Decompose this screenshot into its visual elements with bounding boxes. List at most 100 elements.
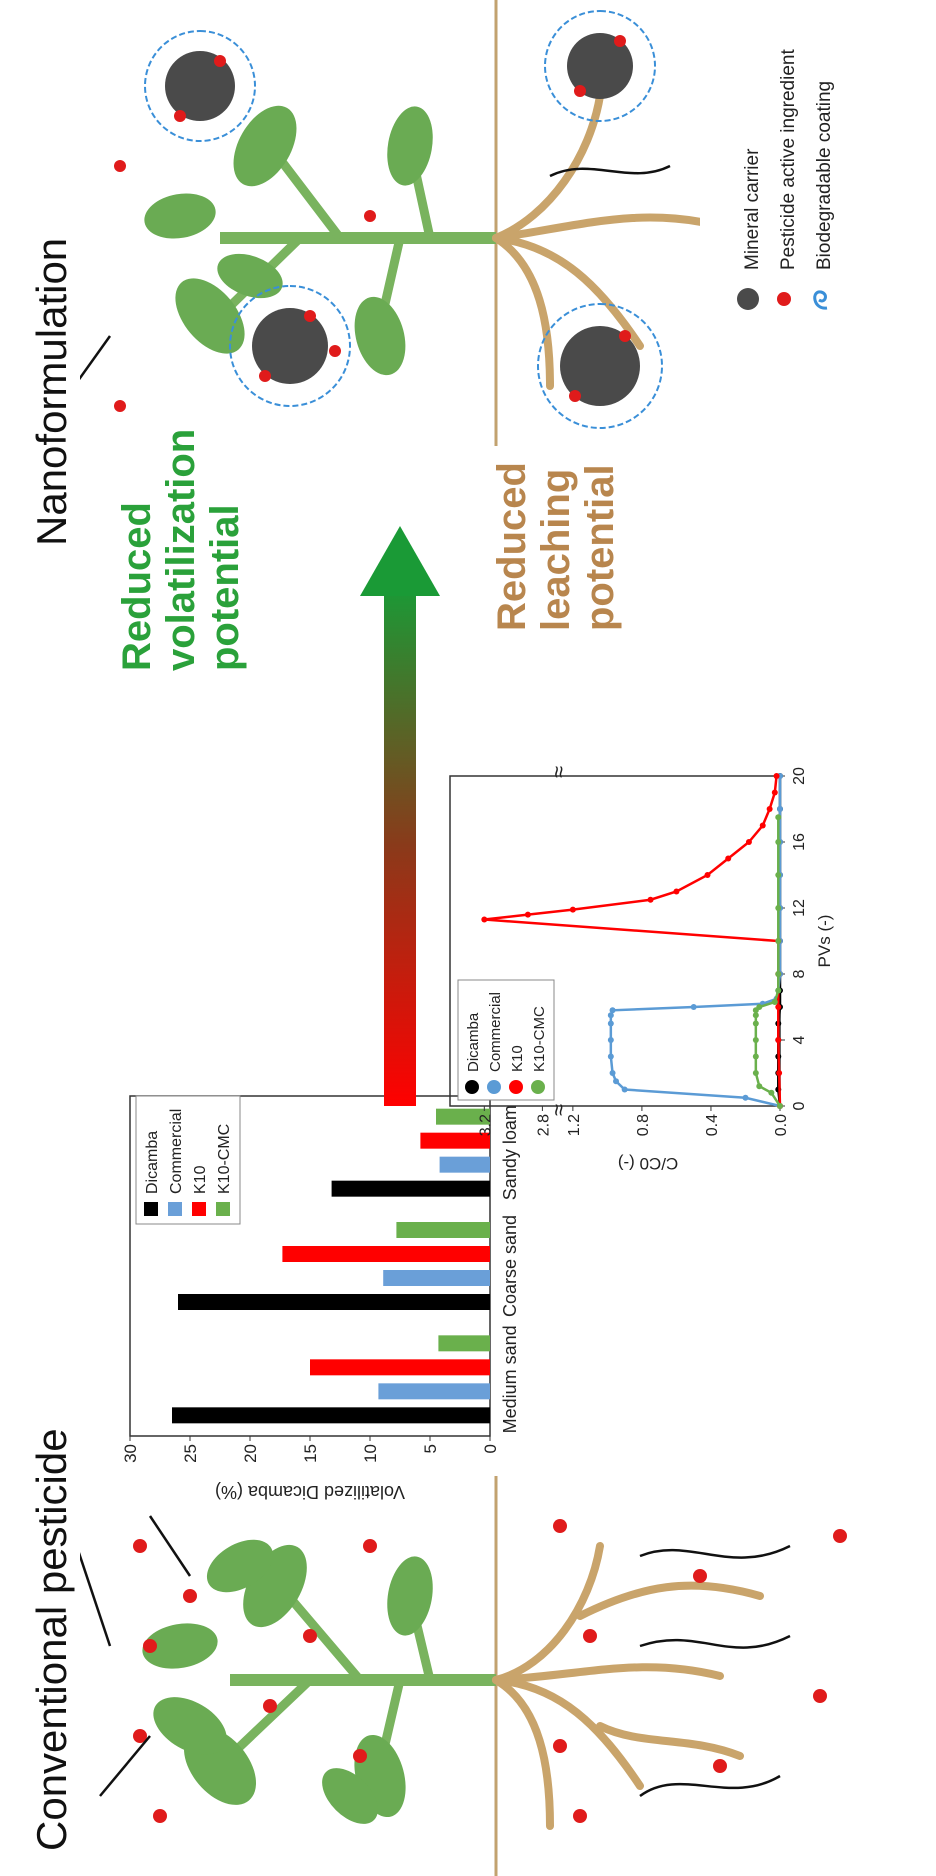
series-point-k10 — [704, 872, 711, 878]
gradient-arrow — [360, 526, 440, 1106]
axis-break-mark: ≈ — [546, 766, 571, 778]
bar-commercial — [378, 1383, 490, 1400]
roots — [492, 1542, 764, 1830]
series-point-k10-cmc — [756, 1083, 763, 1090]
nanoparticle — [537, 303, 663, 429]
bar-legend-label: Commercial — [168, 1109, 185, 1194]
leaching-arrows — [639, 1544, 791, 1798]
nanoformulation-plant-illustration — [80, 0, 700, 446]
conventional-plant-illustration — [80, 1476, 847, 1876]
series-point-k10 — [745, 839, 752, 845]
bar-y-tick-label: 0 — [481, 1444, 500, 1453]
line-x-tick-label: 12 — [791, 899, 808, 917]
line-y-tick-label: 0.0 — [773, 1114, 790, 1136]
component-legend: Mineral carrier Pesticide active ingredi… — [735, 6, 843, 316]
line-legend-box — [457, 979, 555, 1101]
series-point-k10 — [776, 1070, 783, 1076]
legend-pesticide-active: Pesticide active ingredient — [771, 6, 807, 316]
legend-biodegradable-coating: Biodegradable coating — [807, 6, 843, 316]
bar-commercial — [439, 1156, 491, 1173]
leaching-breakthrough-chart: 0.0 0.4 0.8 1.2 2.8 3.2 0 4 8 12 16 20 PVs (-) C/C0 (… — [449, 766, 834, 1173]
left-panel-title: Conventional pesticide — [28, 1428, 75, 1851]
series-point-k10-cmc — [752, 1053, 759, 1060]
series-point-k10 — [775, 1004, 782, 1010]
nanoparticles — [144, 10, 663, 429]
bar-y-tick-label: 30 — [121, 1444, 140, 1463]
leaf-cluster — [142, 1539, 433, 1824]
series-point-k10 — [647, 896, 654, 903]
line-legend-label: Dicamba — [465, 1012, 482, 1072]
bar-legend-label: Dicamba — [144, 1131, 161, 1194]
roots-right — [492, 92, 700, 390]
series-point-k10-cmc — [775, 872, 782, 878]
series-point-commercial — [690, 1004, 697, 1010]
series-point-k10-cmc — [768, 1089, 775, 1096]
bar-k10-cmc — [396, 1222, 490, 1238]
series-line-k10-cmc — [754, 817, 782, 1107]
bar-y-tick-label: 15 — [301, 1444, 320, 1463]
bar-legend-label: K10-CMC — [216, 1124, 233, 1194]
bar-legend-swatch — [144, 1202, 158, 1216]
bar-legend-swatch — [168, 1202, 182, 1216]
volatilization-arrows — [80, 1515, 192, 1797]
series-point-k10-cmc — [752, 1012, 759, 1019]
line-x-tick-label: 16 — [791, 833, 808, 851]
series-point-k10-cmc — [775, 905, 782, 911]
line-legend-label: K10-CMC — [531, 1006, 548, 1072]
axis-break-mark: ≈ — [546, 1104, 571, 1116]
pesticide-droplet-icon — [771, 282, 807, 316]
series-point-k10-cmc — [775, 938, 782, 944]
series-point-commercial — [777, 806, 783, 812]
reduced-leach-arrow — [549, 164, 671, 178]
bar-category-label: Sandy loam — [500, 1105, 520, 1200]
bar-y-tick-label: 20 — [241, 1444, 260, 1463]
leaching-line-2: leaching — [534, 468, 578, 631]
legend-mineral-carrier: Mineral carrier — [735, 6, 771, 316]
bar-category-label: Medium sand — [500, 1325, 520, 1433]
leaching-line-3: potential — [578, 464, 622, 631]
series-point-commercial — [607, 1012, 614, 1019]
nanoparticle — [544, 10, 656, 122]
nanoparticle — [229, 285, 351, 407]
line-y-axis-label: C/C0 (-) — [618, 1154, 678, 1173]
line-y-tick-label: 0.8 — [635, 1114, 652, 1136]
series-point-k10-cmc — [756, 1004, 763, 1010]
bar-legend-swatch — [192, 1202, 206, 1216]
line-legend-marker — [531, 1080, 545, 1094]
bar-y-tick-label: 10 — [361, 1444, 380, 1463]
series-point-commercial — [607, 1053, 614, 1060]
series-point-k10-cmc — [771, 999, 778, 1006]
series-point-commercial — [609, 1070, 616, 1076]
line-x-tick-label: 8 — [791, 969, 808, 978]
series-point-k10-cmc — [775, 839, 782, 845]
series-point-k10-cmc — [777, 1103, 783, 1109]
bar-legend-box — [135, 1095, 241, 1225]
series-point-k10-cmc — [775, 814, 782, 821]
mineral-carrier-icon — [735, 282, 771, 316]
bar-legend-label: K10 — [192, 1165, 209, 1194]
leaching-text: Reduced leaching potential — [490, 462, 622, 631]
series-point-k10-cmc — [752, 1020, 759, 1027]
bar-dicamba — [178, 1294, 490, 1310]
series-point-k10 — [775, 1037, 782, 1043]
bar-dicamba — [331, 1180, 490, 1197]
series-point-k10 — [771, 789, 778, 796]
free-droplets — [114, 160, 376, 412]
series-point-k10 — [725, 855, 732, 862]
line-x-tick-label: 4 — [791, 1035, 808, 1044]
series-point-commercial — [607, 1020, 614, 1027]
series-point-commercial — [742, 1094, 749, 1101]
bar-legend-swatch — [216, 1202, 230, 1216]
reduced-arrow — [80, 335, 112, 407]
series-point-k10 — [773, 773, 780, 779]
pesticide-droplets — [133, 1519, 847, 1823]
series-point-k10 — [766, 806, 773, 812]
bar-k10-cmc — [438, 1335, 490, 1352]
series-point-k10 — [759, 822, 766, 829]
legend-biodegradable-coating-label: Biodegradable coating — [814, 80, 835, 270]
line-legend-marker — [509, 1080, 523, 1094]
nanoparticle — [144, 30, 256, 142]
line-legend-label: K10 — [509, 1045, 526, 1072]
